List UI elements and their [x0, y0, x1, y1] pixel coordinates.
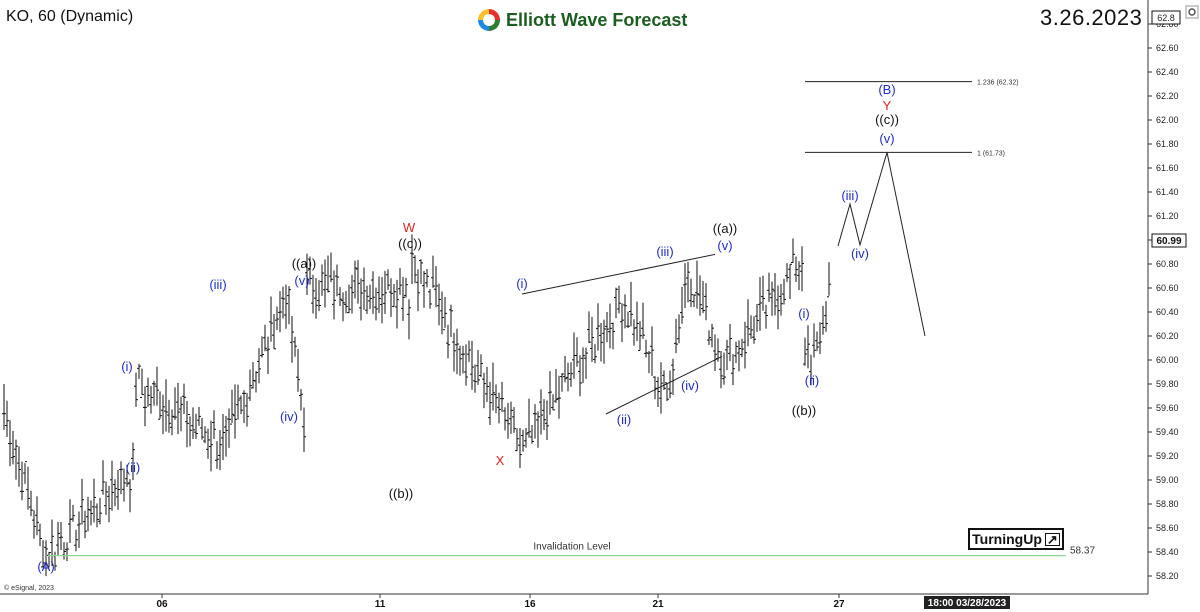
channel-upper-line [521, 253, 716, 295]
x-tick-label: 11 [375, 599, 386, 610]
y-tick-label: 61.80 [1156, 139, 1179, 149]
time-label-box [924, 596, 1010, 609]
wave-label: (ii) [126, 460, 140, 475]
wave-label: (iv) [851, 246, 869, 261]
wave-label: (i) [516, 276, 528, 291]
brand-name: Elliott Wave Forecast [506, 9, 688, 30]
wave-label: (v) [879, 131, 894, 146]
y-tick-label: 60.80 [1156, 259, 1179, 269]
wave-label: (B) [878, 82, 895, 97]
y-axis: 58.20 58.40 58.60 58.80 59.00 59.20 59.40 59.60… [1148, 19, 1179, 581]
y-tick-label: 62.20 [1156, 91, 1179, 101]
wave-label: (v) [294, 273, 309, 288]
candle-series [2, 234, 831, 577]
copyright-text: © eSignal, 2023 [4, 584, 54, 592]
invalidation-label: Invalidation Level [533, 542, 610, 553]
channel-lower-line [605, 355, 723, 415]
y-tick-label: 61.40 [1156, 187, 1179, 197]
wave-label: (i) [121, 359, 133, 374]
brand: Elliott Wave Forecast [478, 7, 687, 33]
fib-level-label: 1 (61.73) [977, 150, 1005, 157]
turningup-badge: TurningUp ↗ [968, 528, 1064, 550]
wave-label: (iv) [681, 378, 699, 393]
y-tick-label: 60.20 [1156, 331, 1179, 341]
gear-icon[interactable] [1185, 5, 1199, 19]
chart-date: 3.26.2023 [1040, 5, 1143, 30]
wave-label: (iii) [656, 244, 673, 259]
wave-label: ((b)) [389, 486, 414, 501]
wave-label: (A) [37, 559, 54, 574]
wave-label: ((c)) [398, 236, 422, 251]
x-tick-label: 16 [524, 599, 536, 610]
wave-label: Y [883, 98, 892, 113]
wave-label: (ii) [805, 373, 819, 388]
symbol-title: KO, 60 (Dynamic) [6, 8, 134, 25]
y-tick-label: 60.40 [1156, 307, 1179, 317]
y-tick-label: 59.60 [1156, 403, 1179, 413]
wave-label: ((a)) [713, 221, 738, 236]
y-tick-label: 59.80 [1156, 379, 1179, 389]
fib-level-label: 1.236 (62.32) [977, 80, 1019, 87]
y-tick-label: 59.40 [1156, 427, 1179, 437]
projection-path [837, 152, 926, 337]
top-price-label: 62.8 [1157, 13, 1175, 23]
y-tick-label: 59.20 [1156, 451, 1179, 461]
brand-logo-icon [478, 9, 500, 31]
wave-label: (ii) [617, 412, 631, 427]
wave-label: W [403, 220, 416, 235]
wave-label: ((c)) [875, 112, 899, 127]
x-axis: 06 11 16 21 27 [156, 594, 845, 610]
invalidation-value: 58.37 [1070, 546, 1095, 557]
wave-label: ((b)) [792, 403, 817, 418]
wave-label: X [496, 453, 505, 468]
wave-label: (iv) [280, 409, 298, 424]
wave-labels: (A)(i)(ii)(iii)(iv)(v)((a))((b))((c))WX(… [37, 82, 899, 574]
wave-lines [521, 152, 926, 415]
wave-label: (i) [798, 306, 810, 321]
current-price-label: 60.99 [1156, 236, 1181, 247]
turningup-label: TurningUp [972, 531, 1042, 547]
y-tick-label: 58.80 [1156, 499, 1179, 509]
x-tick-label: 21 [652, 599, 664, 610]
y-tick-label: 62.00 [1156, 115, 1179, 125]
y-tick-label: 58.60 [1156, 523, 1179, 533]
y-tick-label: 62.60 [1156, 43, 1179, 53]
time-label: 18:00 03/28/2023 [928, 598, 1007, 609]
y-tick-label: 58.20 [1156, 571, 1179, 581]
y-tick-label: 60.00 [1156, 355, 1179, 365]
arrow-up-right-icon: ↗ [1044, 531, 1060, 547]
y-tick-label: 60.60 [1156, 283, 1179, 293]
level-lines: 1.236 (62.32) 1 (61.73) Invalidation Level… [48, 80, 1095, 557]
wave-label: ((a)) [292, 256, 317, 271]
current-price-box: 60.99 [1151, 233, 1187, 248]
plot-area [0, 0, 1148, 594]
top-price-box: 62.8 [1151, 10, 1181, 25]
y-tick-label: 58.40 [1156, 547, 1179, 557]
x-tick-label: 27 [833, 599, 845, 610]
x-tick-label: 06 [156, 599, 168, 610]
wave-label: (iii) [209, 277, 226, 292]
wave-label: (v) [717, 238, 732, 253]
y-tick-label: 62.40 [1156, 67, 1179, 77]
y-tick-label: 59.00 [1156, 475, 1179, 485]
y-tick-label: 61.60 [1156, 163, 1179, 173]
wave-label: (iii) [841, 188, 858, 203]
y-tick-label: 61.20 [1156, 211, 1179, 221]
